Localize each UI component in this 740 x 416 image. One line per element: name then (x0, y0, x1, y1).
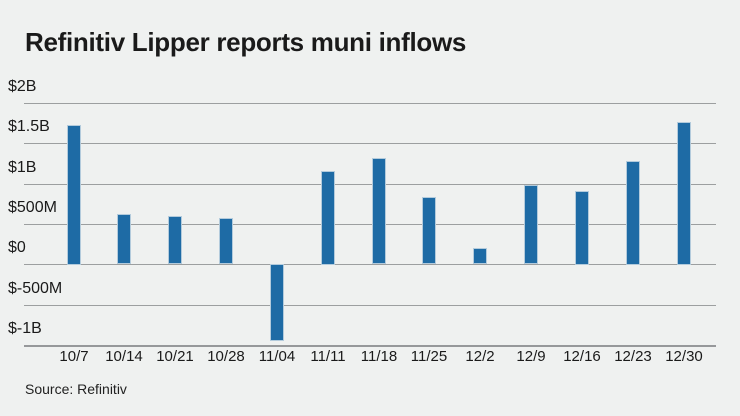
y-tick-label: $-500M (8, 280, 63, 297)
y-tick-label: $-1B (8, 320, 42, 337)
y-tick-label: $1B (8, 159, 37, 176)
gridline (24, 224, 716, 225)
bar-11-25 (422, 197, 436, 264)
bar-12-16 (575, 191, 589, 265)
bar-10-14 (117, 214, 131, 264)
x-tick-label: 10/28 (207, 348, 245, 365)
y-tick-label: $0 (8, 239, 26, 256)
gridline (24, 345, 716, 347)
gridline (24, 103, 716, 104)
chart-title: Refinitiv Lipper reports muni inflows (25, 27, 467, 57)
y-tick-label: $2B (8, 78, 37, 95)
bar-10-21 (168, 216, 182, 264)
bar-12-30 (677, 122, 691, 265)
gridline (24, 305, 716, 306)
x-tick-label: 11/25 (410, 348, 448, 365)
x-tick-label: 12/2 (465, 348, 495, 365)
x-tick-label: 10/7 (59, 348, 89, 365)
bar-10-28 (219, 218, 233, 264)
y-tick-label: $500M (8, 199, 57, 216)
bar-10-7 (67, 125, 81, 265)
x-tick-label: 12/23 (614, 348, 652, 365)
gridline (24, 264, 716, 265)
x-tick-label: 10/21 (156, 348, 194, 365)
bar-12-23 (626, 161, 640, 265)
x-tick-label: 12/16 (563, 348, 601, 365)
bar-12-2 (473, 248, 487, 264)
x-tick-label: 10/14 (105, 348, 143, 365)
x-tick-label: 11/18 (360, 348, 398, 365)
source-note: Source: Refinitiv (25, 381, 127, 397)
y-tick-label: $1.5B (8, 118, 50, 135)
bar-11-11 (321, 171, 335, 265)
gridline (24, 143, 716, 144)
x-tick-label: 11/11 (310, 348, 346, 365)
bar-11-18 (372, 158, 386, 264)
bar-12-9 (524, 185, 538, 264)
gridline (24, 184, 716, 185)
x-tick-label: 11/04 (258, 348, 296, 365)
x-tick-label: 12/30 (665, 348, 703, 365)
x-tick-label: 12/9 (516, 348, 546, 365)
bar-11-04 (270, 264, 284, 341)
